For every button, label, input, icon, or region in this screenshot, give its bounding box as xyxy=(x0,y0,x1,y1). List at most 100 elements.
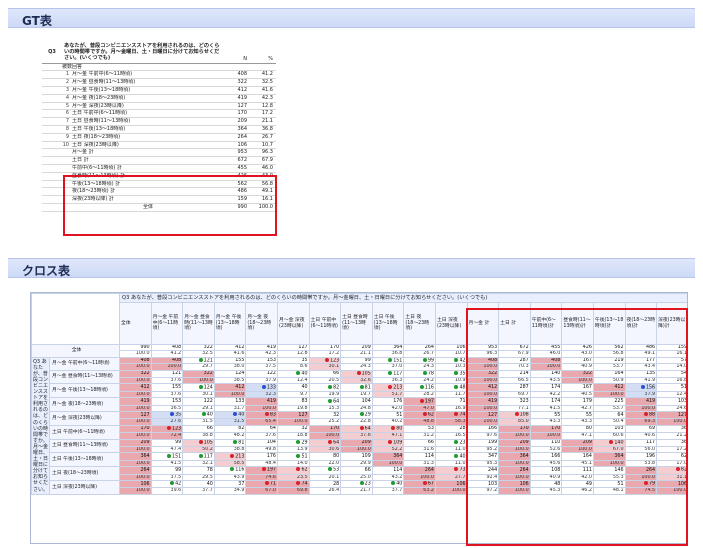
cross-count-value: 36 xyxy=(680,426,687,432)
cross-col-header[interactable]: 月〜金 深夜(23時以降) xyxy=(276,302,310,345)
cross-row-label[interactable]: 土日 深夜(23時以降) xyxy=(49,479,121,495)
cross-count-value: 127 xyxy=(140,412,150,418)
cross-cell-count: 109 xyxy=(340,452,373,461)
significance-neutral-dot-icon xyxy=(454,384,459,389)
cross-row-label[interactable]: 土日 午後(13〜18時頃) xyxy=(49,452,121,468)
cross-count-value: 51 xyxy=(396,412,403,418)
cross-row-label[interactable]: 土日 昼食時(11〜13時頃) xyxy=(49,438,121,454)
cross-highlight-box xyxy=(466,308,688,546)
significance-low-dot-icon xyxy=(233,412,238,417)
cross-cell-count: 66 xyxy=(340,466,373,475)
cross-count-value: 455 xyxy=(551,345,561,351)
cross-row-label[interactable]: 全体 xyxy=(31,344,121,358)
cross-row-count: 土日 午後(13〜18時頃) 364 151 117 213 176 51 80 109 364 1… xyxy=(32,452,687,468)
cross-count-value: 23 xyxy=(459,440,466,446)
gt-row-label: 土日 午前中(6〜11時頃) xyxy=(72,109,224,119)
cross-col-header[interactable]: 土日 深夜(23時以降) xyxy=(434,302,468,345)
significance-neutral-dot-icon xyxy=(201,412,206,417)
cross-cell-count: 99 xyxy=(150,438,184,448)
cross-row-label[interactable]: 月〜金 午後(13〜18時頃) xyxy=(49,383,121,399)
cross-cell-count: 122 xyxy=(245,369,278,379)
gt-row-pct: 26.7 xyxy=(250,133,276,142)
significance-low-dot-icon xyxy=(261,384,266,389)
cross-cell-count: 133 xyxy=(213,397,247,406)
cross-cell-count: 419 xyxy=(119,397,152,406)
cross-count-value: 110 xyxy=(551,440,561,446)
cross-count-value: 64 xyxy=(333,399,340,405)
cross-cell-count: 42 xyxy=(150,479,184,489)
gt-row-n: 408 xyxy=(224,70,250,80)
cross-count-value: 40 xyxy=(459,454,466,460)
cross-count-value: 412 xyxy=(140,385,150,391)
cross-count-value: 364 xyxy=(140,453,150,459)
cross-col-header[interactable]: 月〜金 夜(18〜23時頃) xyxy=(245,302,278,345)
cross-cell-count: 197 xyxy=(245,466,278,475)
gt-row-label: 月〜金 昼食時(11〜13時頃) xyxy=(72,78,224,87)
cross-count-value: 51 xyxy=(301,454,308,460)
cross-cell-count: 322 xyxy=(182,369,215,379)
gt-row-no xyxy=(62,148,72,158)
cross-row-label[interactable]: 土日 夜(18〜23時頃) xyxy=(49,466,121,481)
cross-count-value: 197 xyxy=(266,467,276,473)
cross-cell-pct: 21.7 xyxy=(340,487,373,495)
cross-count-value: 28 xyxy=(459,426,466,432)
gt-row: 9 土日 夜(18〜23時頃) 264 26.7 xyxy=(42,133,276,142)
cross-count-value: 108 xyxy=(551,467,561,473)
cross-col-header[interactable]: 土日 夜(18〜23時頃) xyxy=(403,302,436,345)
gt-row-label: 夜(18〜23時頃) 計 xyxy=(72,187,224,197)
cross-cell-count: 66 xyxy=(182,424,215,434)
cross-row-pct: 100.0 41.2 32.5 41.6 42.3 12.8 17.2 21.1 36.8 26.… xyxy=(32,350,687,358)
cross-cell-count: 51 xyxy=(276,452,310,461)
cross-col-header[interactable]: 全体 xyxy=(119,302,152,345)
cross-count-value: 209 xyxy=(361,440,371,446)
cross-row-label[interactable]: 月〜金 深夜(23時以降) xyxy=(49,410,121,426)
cross-row-pct: 100.0 36.5 29.1 31.7 100.0 19.8 15.3 24.8 42.0 47… xyxy=(32,404,687,412)
cross-cell-count: 62 xyxy=(656,452,687,461)
gt-row-label: 午後(13〜18時頃) 計 xyxy=(72,180,224,189)
cross-count-value: 209 xyxy=(519,440,529,446)
cross-col-header[interactable]: 月〜金 昼食時(11〜13時頃) xyxy=(182,302,215,345)
cross-cell-count: 40 xyxy=(276,369,310,379)
cross-count-value: 32 xyxy=(333,412,340,418)
cross-cell-count: 53 xyxy=(308,466,342,475)
cross-count-value: 412 xyxy=(487,385,498,391)
cross-cell-count: 82 xyxy=(213,424,247,434)
cross-count-value: 99 xyxy=(427,358,434,364)
cross-row-label[interactable]: 土日 午前中(6〜11時頃) xyxy=(49,424,121,440)
significance-high-dot-icon xyxy=(261,467,266,472)
significance-neutral-dot-icon xyxy=(198,384,203,389)
cross-col-header[interactable]: 土日 午後(13〜18時頃) xyxy=(371,302,405,345)
cross-row-label[interactable]: 月〜金 午前中(6〜11時頃) xyxy=(49,356,121,371)
cross-col-header[interactable]: 土日 昼食時(11〜13時頃) xyxy=(340,302,373,345)
cross-count-value: 117 xyxy=(645,440,656,446)
cross-count-value: 78 xyxy=(427,371,434,377)
cross-cell-count: 104 xyxy=(245,438,278,448)
cross-row-label[interactable]: 月〜金 夜(18〜23時頃) xyxy=(49,397,121,412)
gt-subheader: 被数回答 xyxy=(62,63,224,72)
cross-col-header[interactable]: 土日 午前中(6〜11時頃) xyxy=(308,302,342,345)
cross-count-value: 990 xyxy=(140,345,150,351)
cross-col-header[interactable]: 月〜金 午後(13〜18時頃) xyxy=(213,302,247,345)
cross-cell-count: 81 xyxy=(340,383,373,392)
cross-row-label[interactable]: 月〜金 昼食時(11〜13時頃) xyxy=(49,369,121,385)
gt-row: 4 月〜金 夜(18〜23時頃) 419 42.3 xyxy=(42,94,276,103)
gt-row-no: 4 xyxy=(62,94,72,103)
cross-cell-count: 23 xyxy=(434,438,468,448)
cross-cell-count: 127 xyxy=(119,410,152,420)
cross-count-value: 264 xyxy=(140,467,150,473)
cross-cell-count: 121 xyxy=(150,369,184,379)
cross-cell-count: 117 xyxy=(371,369,405,379)
cross-cell-count: 99 xyxy=(340,356,373,365)
gt-row-n: 170 xyxy=(224,109,250,119)
cross-count-value: 419 xyxy=(266,345,276,351)
significance-neutral-dot-icon xyxy=(419,384,424,389)
cross-cell-count: 151 xyxy=(371,356,405,365)
cross-cell-pct: 39.6 xyxy=(150,487,184,495)
cross-count-value: 67 xyxy=(427,481,434,487)
significance-neutral-dot-icon xyxy=(454,358,459,362)
cross-count-value: 364 xyxy=(393,345,403,351)
gt-row-no: 5 xyxy=(62,102,72,111)
cross-col-header[interactable]: 月〜金 午前中(6〜11時頃) xyxy=(150,302,184,345)
cross-table-container[interactable]: Q3 あなたが、普段コンビニエンスストアを利用されるのは、どのくらいの時間帯です… xyxy=(30,292,688,544)
cross-cell-count: 170 xyxy=(308,424,342,434)
